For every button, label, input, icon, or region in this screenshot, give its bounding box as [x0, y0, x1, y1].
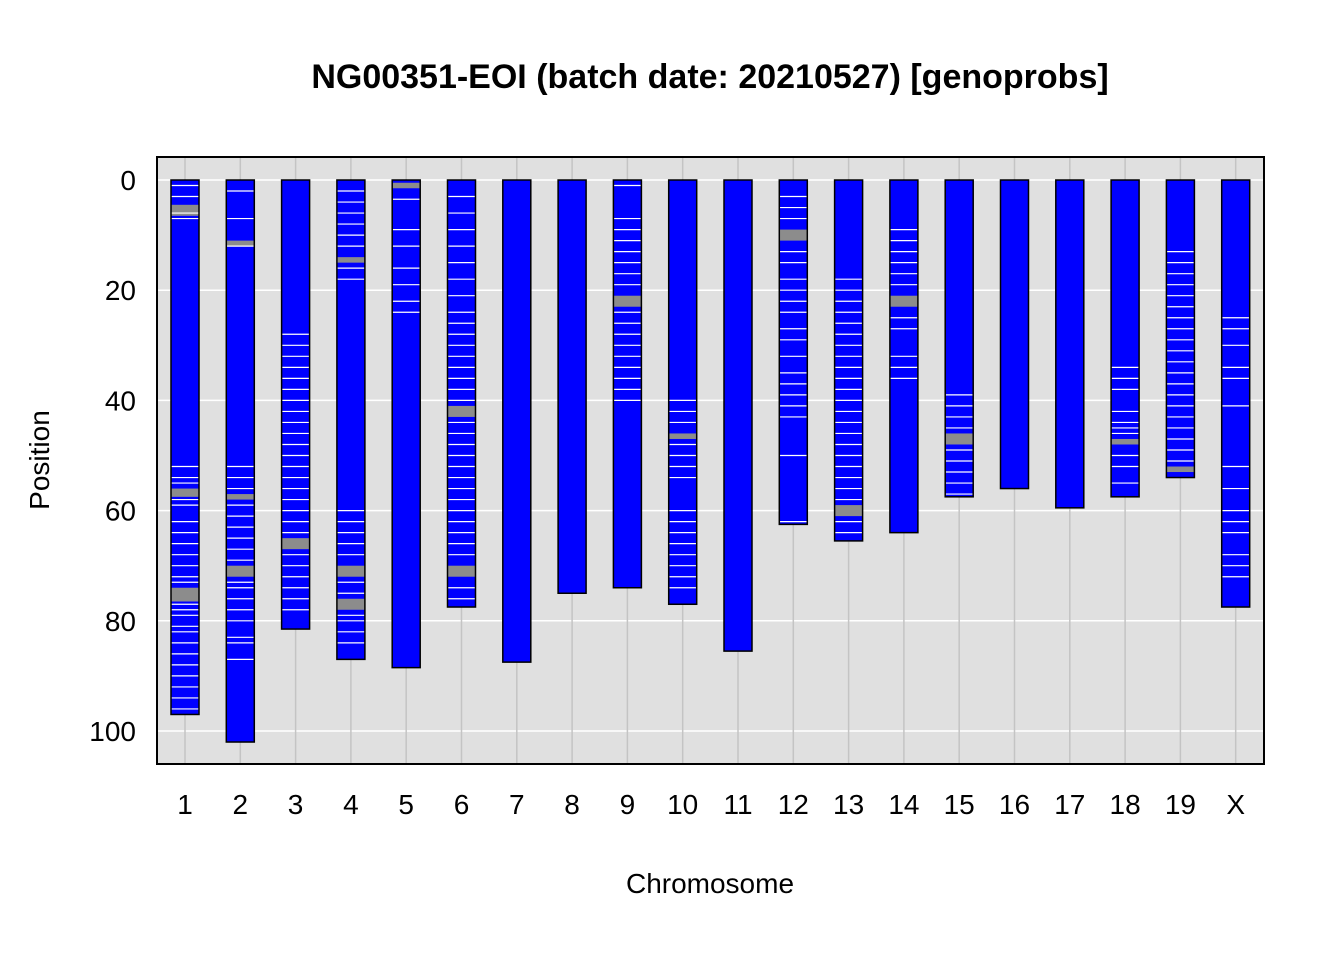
x-tick-label: 7 [509, 789, 525, 820]
chromosome-outline [667, 179, 698, 606]
x-tick-label: 18 [1110, 789, 1141, 820]
x-tick-label: 2 [233, 789, 249, 820]
chromosome-outline [170, 179, 200, 716]
gray-band [834, 505, 863, 517]
gray-band [281, 538, 310, 550]
chromosome-outline [225, 179, 256, 743]
chromosome-outline [1220, 179, 1251, 608]
x-axis-label: Chromosome [625, 868, 795, 899]
x-tick-label: 6 [454, 789, 470, 820]
y-tick-label: 20 [105, 275, 136, 306]
gray-band [1111, 438, 1140, 445]
gray-band [668, 433, 697, 439]
chromosome-bar [1221, 180, 1250, 608]
gray-band [447, 565, 476, 577]
x-tick-label: 9 [620, 789, 636, 820]
gray-band [226, 240, 255, 247]
chromosome-outline [778, 179, 809, 526]
chromosome-bar [1055, 180, 1084, 508]
x-tick-label: 13 [833, 789, 864, 820]
x-tick-label: 17 [1054, 789, 1085, 820]
chromosome-outline [612, 179, 643, 589]
chromosome-outline [1110, 179, 1140, 498]
chromosome-bar [336, 180, 365, 660]
y-tick-label: 80 [105, 606, 136, 637]
chromosome-outline [889, 179, 919, 534]
chromosome-bar [226, 180, 255, 743]
gray-band [392, 182, 421, 189]
gray-band [1166, 466, 1195, 473]
chromosome-bar [945, 180, 974, 497]
chromosome-bar [724, 180, 752, 652]
chromosome-outline [1165, 179, 1196, 479]
chromosome-bar [392, 180, 421, 668]
gray-band [171, 488, 199, 497]
chromosome-outline [446, 179, 477, 608]
chromosome-outline [944, 179, 974, 498]
x-tick-label: 12 [778, 789, 809, 820]
chart-title: NG00351-EOI (batch date: 20210527) [geno… [311, 58, 1109, 96]
chromosome-bar [834, 180, 863, 541]
chromosome-outline [723, 179, 753, 652]
gray-band [171, 587, 199, 602]
gray-band [226, 565, 255, 577]
x-tick-label: 15 [944, 789, 975, 820]
gray-band [779, 229, 808, 241]
gray-band [336, 565, 365, 577]
x-tick-label: 8 [564, 789, 580, 820]
x-tick-label: 10 [667, 789, 698, 820]
gray-band [336, 257, 365, 263]
plot-border [156, 156, 1265, 765]
chromosome-outline [280, 179, 311, 630]
gray-band [171, 204, 199, 216]
x-tick-label: 14 [888, 789, 919, 820]
chromosome-outline [833, 179, 864, 542]
gray-band [889, 295, 918, 307]
chromosome-bar [1000, 180, 1029, 489]
y-tick-label: 40 [105, 385, 136, 416]
x-tick-label: X [1226, 789, 1245, 820]
x-tick-label: 1 [177, 789, 193, 820]
gray-band [945, 433, 974, 445]
chromosome-outline [502, 179, 532, 663]
chromosome-bar [558, 180, 587, 594]
chromosome-outline [557, 179, 587, 594]
x-tick-label: 4 [343, 789, 359, 820]
gray-band [613, 295, 642, 307]
chromosome-bar [1111, 180, 1140, 497]
x-tick-label: 3 [288, 789, 304, 820]
chromosome-bar [668, 180, 697, 605]
y-tick-label: 0 [120, 165, 136, 196]
plot-panel [157, 157, 1264, 764]
y-tick-label: 60 [105, 496, 136, 527]
chromosome-outline [999, 179, 1030, 490]
chromosome-bar [281, 180, 310, 630]
y-tick-label: 100 [89, 716, 136, 747]
chromosome-bar [171, 180, 199, 715]
x-tick-label: 5 [398, 789, 414, 820]
chromosome-bar [502, 180, 531, 663]
chromosome-outline [1055, 179, 1085, 509]
chromosome-bar [447, 180, 476, 608]
x-tick-label: 11 [723, 789, 752, 820]
gray-band [226, 494, 255, 500]
gray-band [447, 405, 476, 417]
x-tick-label: 16 [999, 789, 1030, 820]
chromosome-outline [391, 179, 421, 669]
chromosome-bar [613, 180, 642, 588]
x-tick-label: 19 [1165, 789, 1196, 820]
gray-band [336, 598, 365, 610]
chromosome-outline [336, 179, 366, 661]
